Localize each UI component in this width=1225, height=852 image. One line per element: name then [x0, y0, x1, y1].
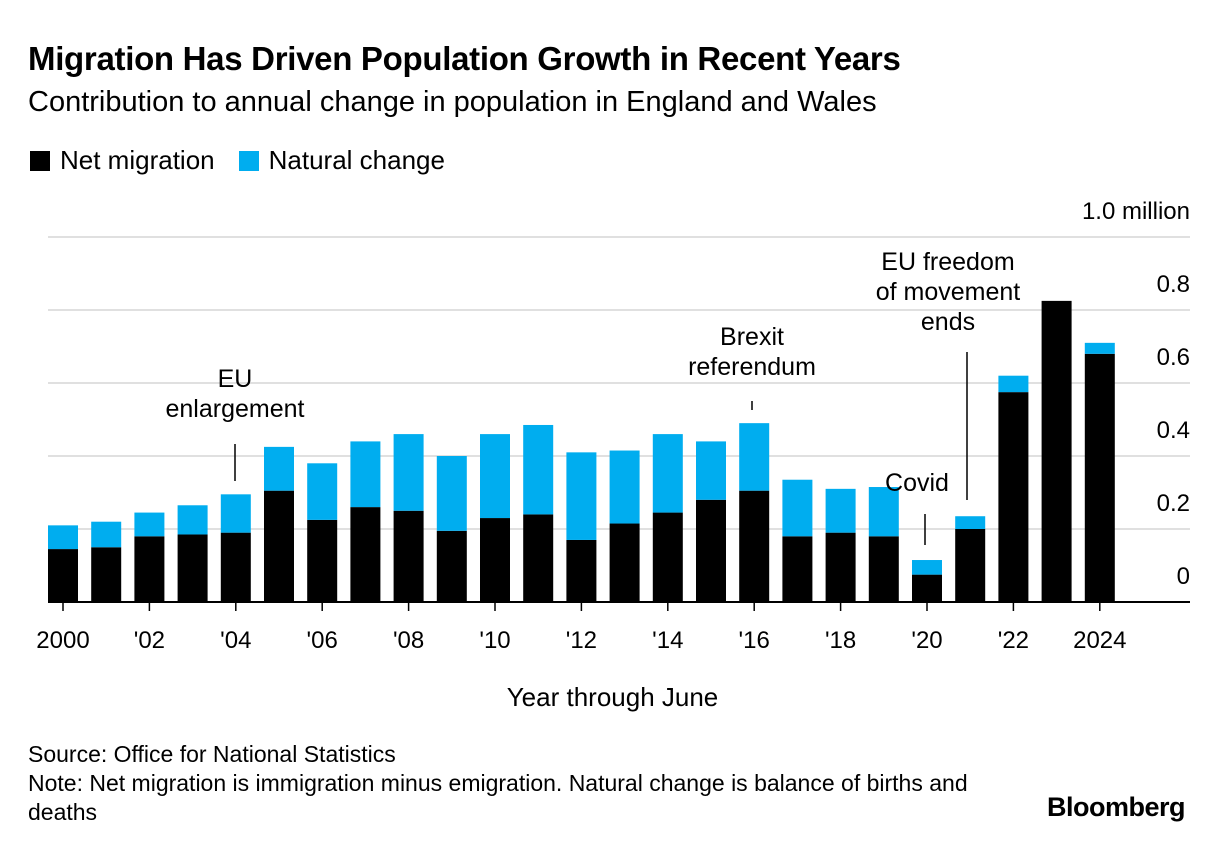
x-tick-label: '08: [393, 627, 424, 654]
bar-natural-change: [739, 423, 770, 491]
bar-net-migration: [696, 499, 726, 602]
bloomberg-logo: Bloomberg: [1046, 792, 1186, 822]
bar-net-migration: [48, 549, 78, 602]
annotation-label: Covid: [885, 469, 949, 497]
bar-natural-change: [782, 479, 813, 537]
bar-net-migration: [264, 490, 294, 602]
legend-item-natural-change: Natural change: [238, 145, 445, 176]
bar-net-migration: [868, 536, 899, 602]
bar-natural-change: [177, 505, 208, 535]
x-tick-label: '14: [652, 627, 683, 654]
x-tick-label: '06: [307, 627, 338, 654]
bar-natural-change: [868, 487, 899, 537]
bar-natural-change: [523, 424, 554, 515]
x-tick-label: '04: [220, 627, 251, 654]
bar-net-migration: [652, 512, 683, 602]
bar-natural-change: [134, 512, 165, 537]
bar-net-migration: [393, 510, 424, 602]
x-tick-label: 2000: [36, 627, 89, 654]
annotation-line: EU: [218, 365, 253, 393]
bar-natural-change: [825, 488, 856, 533]
note-text: Note: Net migration is immigration minus…: [28, 770, 968, 825]
annotation-line: EU freedom: [881, 248, 1014, 276]
bar-natural-change: [609, 450, 640, 524]
bar-net-migration: [566, 539, 597, 602]
x-tick-label: '16: [739, 627, 770, 654]
y-tick-label: 0: [1177, 563, 1190, 590]
bar-natural-change: [350, 441, 381, 508]
bar-net-migration: [955, 529, 986, 602]
bar-net-migration: [1041, 300, 1072, 602]
bar-natural-change: [48, 525, 78, 550]
annotation-line: enlargement: [166, 395, 305, 423]
bar-net-migration: [91, 547, 122, 602]
x-tick-label: 2024: [1073, 627, 1126, 654]
bar-net-migration: [523, 514, 554, 602]
bar-net-migration: [825, 532, 856, 602]
bar-net-migration: [609, 523, 640, 602]
bar-natural-change: [436, 456, 467, 531]
legend-item-net-migration: Net migration: [30, 145, 215, 176]
bar-net-migration: [350, 507, 381, 602]
annotation-line: ends: [921, 308, 975, 336]
bar-natural-change: [955, 516, 986, 529]
y-tick-label: 0.4: [1157, 417, 1190, 444]
y-tick-label: 0.2: [1157, 490, 1190, 517]
bar-net-migration: [307, 519, 338, 602]
bar-natural-change: [393, 434, 424, 511]
y-tick-label: 1.0 million: [1082, 198, 1190, 225]
bar-natural-change: [264, 446, 294, 491]
annotation-label: EU enlargement: [166, 365, 305, 423]
legend-label-net-migration: Net migration: [60, 145, 215, 175]
chart-subtitle: Contribution to annual change in populat…: [28, 86, 877, 118]
bar-net-migration: [998, 392, 1029, 602]
annotation-line: Brexit: [720, 323, 784, 351]
bar-net-migration: [177, 534, 208, 602]
source-text: Source: Office for National Statistics: [28, 741, 396, 767]
bar-net-migration: [912, 574, 942, 602]
x-axis-title: Year through June: [0, 682, 1225, 713]
bar-natural-change: [220, 494, 251, 533]
annotation-line: of movement: [876, 278, 1021, 306]
bar-natural-change: [652, 434, 683, 513]
x-tick-label: '10: [479, 627, 510, 654]
bar-net-migration: [1084, 353, 1115, 602]
x-tick-label: '22: [998, 627, 1029, 654]
x-tick-label: '02: [134, 627, 165, 654]
bar-net-migration: [480, 518, 510, 602]
bar-natural-change: [480, 434, 510, 519]
y-tick-label: 0.6: [1157, 344, 1190, 371]
bar-natural-change: [307, 463, 338, 520]
x-tick-label: '12: [566, 627, 597, 654]
x-axis-title-text: Year through June: [506, 682, 719, 712]
bar-net-migration: [220, 532, 251, 602]
chart-title: Migration Has Driven Population Growth i…: [28, 40, 901, 77]
bar-natural-change: [1084, 342, 1115, 354]
annotation-line: Covid: [885, 469, 949, 497]
bar-net-migration: [782, 536, 813, 602]
x-tick-label: '20: [911, 627, 942, 654]
y-tick-label: 0.8: [1157, 271, 1190, 298]
annotation-label: Brexit referendum: [688, 323, 816, 381]
bar-natural-change: [566, 452, 597, 540]
bar-natural-change: [998, 375, 1029, 393]
legend-swatch-natural-change: [238, 150, 259, 171]
bar-natural-change: [91, 521, 122, 548]
bar-net-migration: [436, 530, 467, 602]
legend-label-natural-change: Natural change: [268, 145, 445, 175]
annotation-line: referendum: [688, 353, 816, 381]
bar-net-migration: [739, 490, 770, 602]
legend: Net migration Natural change: [30, 145, 469, 176]
bar-net-migration: [134, 536, 165, 602]
x-tick-label: '18: [825, 627, 856, 654]
legend-swatch-net-migration: [30, 150, 50, 171]
bar-natural-change: [696, 441, 726, 500]
bar-natural-change: [912, 560, 942, 575]
annotation-label: EU freedom of movement ends: [876, 248, 1021, 336]
